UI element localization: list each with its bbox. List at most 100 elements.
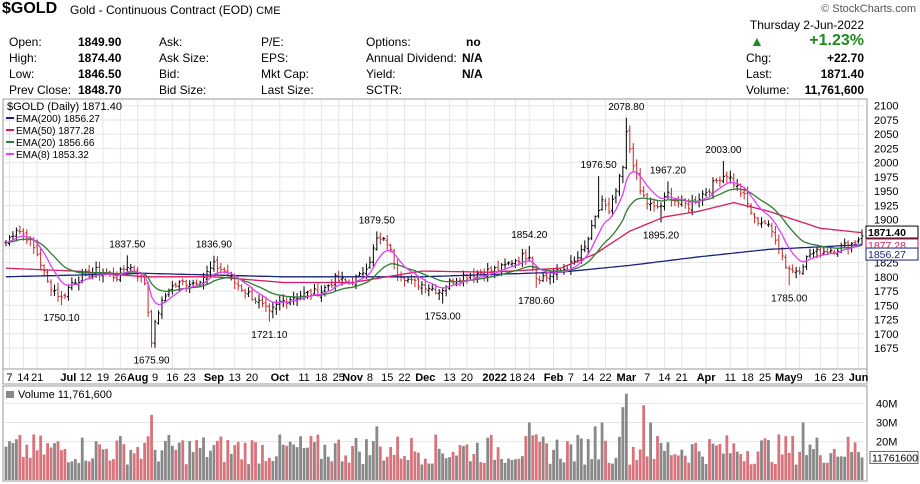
volume-bar — [406, 459, 410, 480]
volume-bar — [87, 461, 91, 480]
volume-bar — [462, 446, 465, 480]
volume-bar — [240, 459, 244, 480]
volume-bar — [701, 456, 704, 480]
volume-bar — [337, 439, 341, 480]
volume-bar — [108, 460, 112, 480]
volume-bar — [56, 441, 60, 480]
ema8-line — [5, 171, 863, 306]
volume-bar — [105, 448, 108, 480]
price-annotations: 1837.50 1836.90 1879.50 1854.20 1976.50 2078.… — [43, 102, 807, 367]
volume-bar — [718, 443, 722, 480]
volume-bar — [202, 437, 205, 480]
volume-bar — [278, 434, 282, 480]
volume-bar — [410, 438, 413, 480]
quote-label: Last: — [746, 67, 773, 81]
price-annotation: 1836.90 — [196, 240, 233, 251]
x-tick-label: 26 — [114, 372, 126, 384]
x-tick-label: 13 — [229, 372, 241, 384]
volume-bar — [396, 436, 400, 480]
quote-label: EPS: — [261, 51, 289, 65]
volume-bar — [247, 464, 250, 480]
volume-bar — [614, 457, 618, 480]
volume-bar — [292, 444, 296, 480]
volume-bar — [8, 441, 11, 480]
volume-bar — [482, 462, 486, 480]
volume-bar — [191, 452, 195, 480]
volume-bar — [354, 437, 358, 480]
volume-bar — [271, 461, 275, 480]
volume-bar — [690, 444, 694, 480]
quote-label: Bid: — [159, 67, 180, 81]
volume-bar — [798, 451, 802, 480]
x-tick-label: 18 — [315, 372, 327, 384]
volume-bar — [676, 455, 680, 480]
x-tick-label: 21 — [31, 372, 43, 384]
x-tick-label: 23 — [832, 372, 844, 384]
volume-bar — [465, 444, 469, 480]
volume-bar — [538, 441, 542, 480]
x-tick-label: 14 — [658, 372, 670, 384]
price-annotation: 1721.10 — [251, 330, 288, 341]
volume-bar — [843, 456, 847, 480]
y-tick-label: 2075 — [874, 115, 898, 127]
volume-bar — [780, 454, 784, 480]
change-percent: +1.23% — [809, 32, 864, 49]
symbol-description: Gold - Continuous Contract (EOD) CME — [70, 3, 281, 17]
x-tick-label: Mar — [617, 372, 637, 384]
volume-bar — [767, 439, 770, 480]
volume-bar — [829, 453, 833, 480]
quote-label: Volume: — [746, 83, 790, 97]
volume-bar — [583, 464, 587, 480]
x-tick-label: 9 — [797, 372, 803, 384]
volume-bar — [333, 443, 337, 480]
ema50-line — [5, 201, 863, 284]
x-tick-label: 15 — [381, 372, 393, 384]
y-tick-label: 1750 — [874, 300, 898, 312]
volume-bar — [572, 461, 576, 480]
volume-bar — [423, 458, 427, 480]
volume-bar — [209, 450, 212, 480]
volume-bar — [430, 463, 434, 480]
volume-bar — [517, 458, 521, 480]
quote-label: Ask: — [159, 35, 183, 49]
volume-bar — [455, 455, 458, 480]
volume-bar — [129, 449, 133, 480]
y-tick-label: 2050 — [874, 129, 898, 141]
price-annotation: 2078.80 — [608, 102, 645, 113]
quote-label: Prev Close: — [9, 83, 72, 97]
y-tick-label: 1925 — [874, 200, 898, 212]
volume-bar — [150, 414, 153, 480]
volume-bar — [711, 443, 715, 480]
x-tick-label: 11 — [298, 372, 309, 384]
volume-tick-label: 20M — [876, 437, 897, 449]
x-tick-label: Jul — [60, 372, 76, 384]
volume-bar — [216, 440, 219, 480]
volume-bar — [611, 463, 614, 480]
volume-bar — [35, 450, 39, 480]
volume-bar — [437, 448, 441, 480]
quote-label: Open: — [9, 35, 42, 49]
volume-bar — [569, 444, 573, 480]
volume-bar — [261, 445, 264, 480]
volume-bar — [794, 464, 798, 480]
quote-value: 1846.50 — [78, 67, 122, 81]
volume-bar — [444, 458, 448, 480]
volume-bar — [479, 462, 483, 480]
x-tick-label: 7 — [568, 372, 574, 384]
volume-bar — [399, 458, 403, 480]
volume-bar — [25, 444, 29, 480]
volume-bar — [46, 443, 49, 480]
x-tick-label: 25 — [759, 372, 771, 384]
volume-bar — [306, 447, 309, 480]
x-tick-label: Apr — [697, 372, 717, 384]
volume-bar — [735, 451, 739, 480]
quote-label: Annual Dividend: — [366, 51, 457, 65]
y-tick-label: 1725 — [874, 315, 898, 327]
volume-bar — [756, 451, 760, 480]
x-tick-label: 18 — [509, 372, 521, 384]
quote-label: Bid Size: — [159, 83, 207, 97]
volume-bar — [770, 461, 774, 480]
volume-bar — [309, 436, 313, 480]
volume-bar — [60, 450, 63, 480]
